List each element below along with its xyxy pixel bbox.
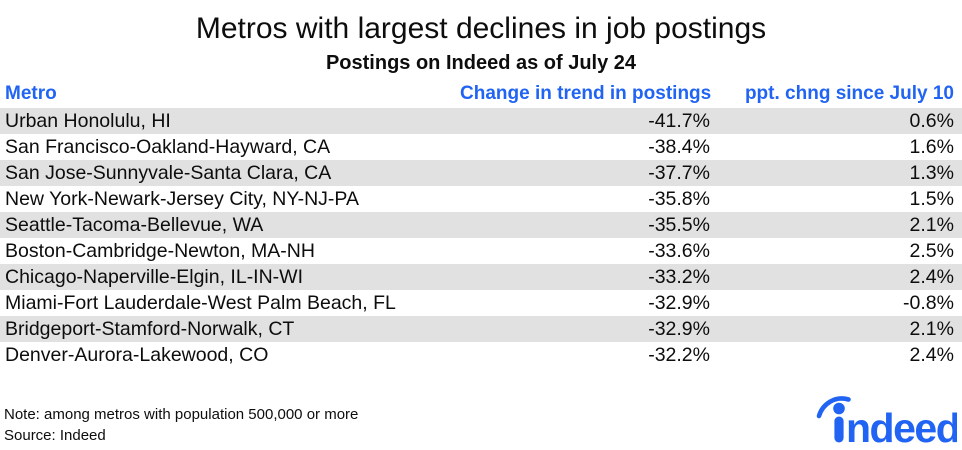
- cell-change: -35.5%: [648, 213, 710, 236]
- cell-ppt-change: 0.6%: [909, 109, 954, 132]
- cell-change: -32.9%: [648, 291, 710, 314]
- cell-ppt-change: 2.4%: [909, 265, 954, 288]
- logo-i-dot: [833, 402, 845, 415]
- cell-ppt-change: 1.5%: [909, 187, 954, 210]
- logo-wordmark: ndeed: [846, 405, 957, 446]
- cell-change: -41.7%: [648, 109, 710, 132]
- cell-change: -32.2%: [648, 343, 710, 366]
- cell-metro: Chicago-Naperville-Elgin, IL-IN-WI: [5, 265, 304, 288]
- table-row: Chicago-Naperville-Elgin, IL-IN-WI -33.2%…: [0, 264, 962, 290]
- table-row: Denver-Aurora-Lakewood, CO -32.2% 2.4%: [0, 342, 962, 368]
- table-header-row: Metro Change in trend in postings ppt. c…: [0, 81, 962, 108]
- table-row: Bridgeport-Stamford-Norwalk, CT -32.9% 2.1…: [0, 316, 962, 342]
- page-title: Metros with largest declines in job post…: [195, 12, 767, 45]
- source-text: Source: Indeed: [4, 427, 106, 444]
- note-text: Note: among metros with population 500,0…: [4, 406, 359, 423]
- cell-ppt-change: 1.3%: [909, 161, 954, 184]
- cell-ppt-change: -0.8%: [903, 291, 954, 314]
- page-subtitle: Postings on Indeed as of July 24: [325, 52, 637, 74]
- footer-notes: Note: among metros with population 500,0…: [4, 404, 358, 446]
- cell-metro: San Jose-Sunnyvale-Santa Clara, CA: [5, 161, 332, 184]
- metros-table: Metro Change in trend in postings ppt. c…: [0, 81, 962, 368]
- cell-change: -33.2%: [648, 265, 710, 288]
- table-row: Seattle-Tacoma-Bellevue, WA -35.5% 2.1%: [0, 212, 962, 238]
- cell-change: -33.6%: [648, 239, 710, 262]
- table-body: Urban Honolulu, HI -41.7% 0.6% San Francisc…: [0, 108, 962, 368]
- cell-metro: Seattle-Tacoma-Bellevue, WA: [5, 213, 264, 236]
- col-header-change: Change in trend in postings: [460, 83, 712, 104]
- cell-metro: San Francisco-Oakland-Hayward, CA: [5, 135, 331, 158]
- cell-metro: Bridgeport-Stamford-Norwalk, CT: [5, 317, 295, 340]
- cell-metro: Miami-Fort Lauderdale-West Palm Beach, F…: [5, 291, 396, 314]
- table-row: San Jose-Sunnyvale-Santa Clara, CA -37.7%…: [0, 160, 962, 186]
- cell-metro: Urban Honolulu, HI: [5, 109, 171, 132]
- cell-ppt-change: 2.5%: [909, 239, 954, 262]
- cell-change: -37.7%: [648, 161, 710, 184]
- logo-i-stem: [834, 416, 844, 443]
- cell-metro: Boston-Cambridge-Newton, MA-NH: [5, 239, 315, 262]
- table-row: New York-Newark-Jersey City, NY-NJ-PA -35…: [0, 186, 962, 212]
- cell-ppt-change: 2.4%: [909, 343, 954, 366]
- table-row: Boston-Cambridge-Newton, MA-NH -33.6% 2.5%: [0, 238, 962, 264]
- cell-metro: Denver-Aurora-Lakewood, CO: [5, 343, 269, 366]
- col-header-metro: Metro: [5, 83, 57, 104]
- table-row: Urban Honolulu, HI -41.7% 0.6%: [0, 108, 962, 134]
- cell-change: -38.4%: [648, 135, 710, 158]
- table-row: Miami-Fort Lauderdale-West Palm Beach, F…: [0, 290, 962, 316]
- cell-ppt-change: 1.6%: [909, 135, 954, 158]
- cell-ppt-change: 2.1%: [909, 213, 954, 236]
- cell-ppt-change: 2.1%: [909, 317, 954, 340]
- col-header-ppt-change: ppt. chng since July 10: [744, 83, 954, 104]
- cell-change: -35.8%: [648, 187, 710, 210]
- cell-change: -32.9%: [648, 317, 710, 340]
- table-row: San Francisco-Oakland-Hayward, CA -38.4% 1…: [0, 134, 962, 160]
- logo-arc-icon: [816, 396, 851, 419]
- cell-metro: New York-Newark-Jersey City, NY-NJ-PA: [5, 187, 359, 210]
